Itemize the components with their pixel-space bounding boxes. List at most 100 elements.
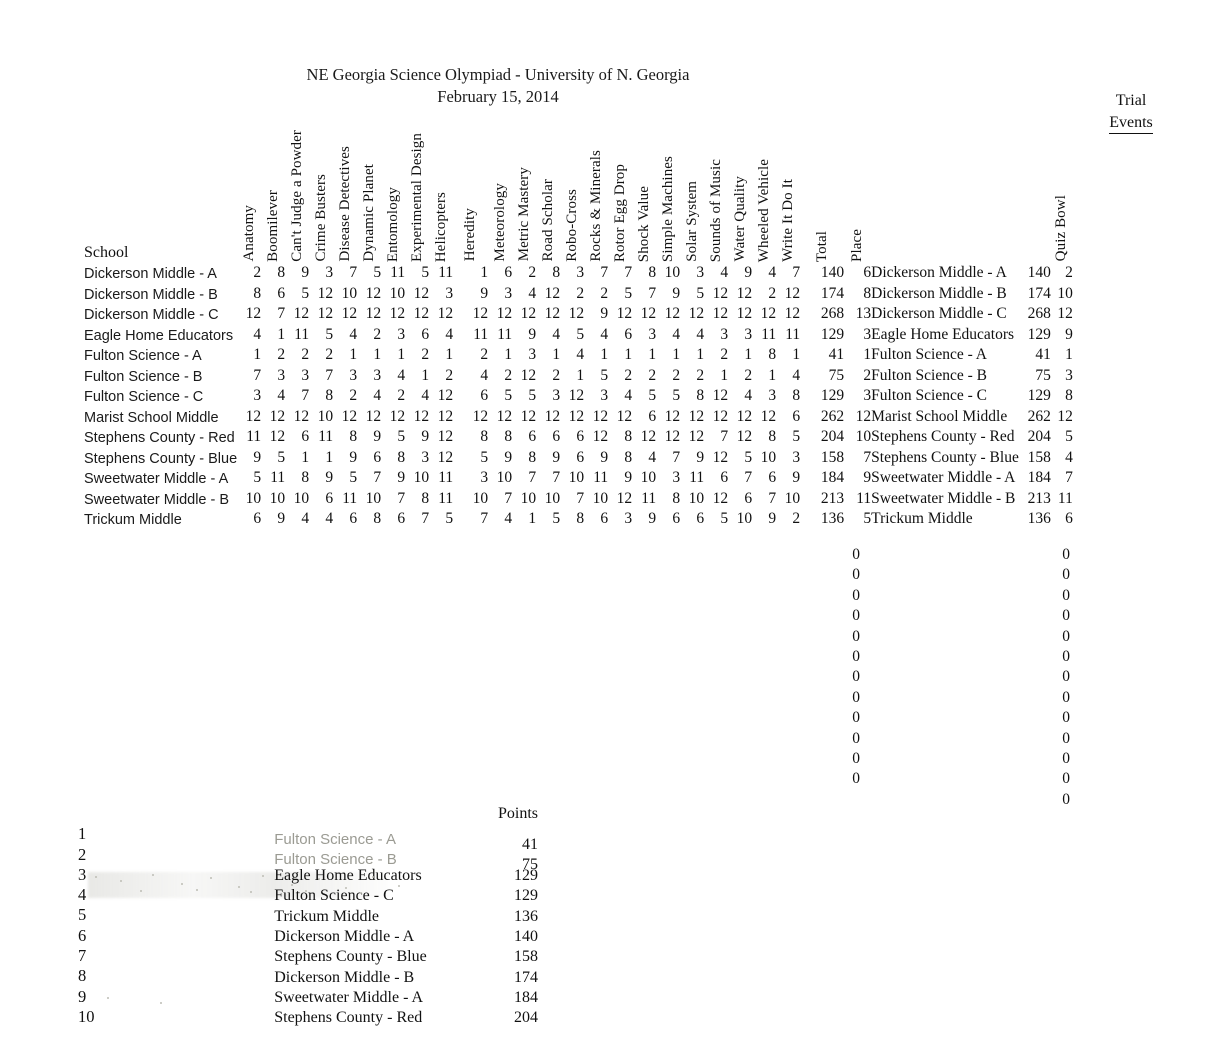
row-quiz-total: 41: [1035, 346, 1051, 364]
column-header-event-label: Rotor Egg Drop: [611, 163, 628, 262]
row-total: 41: [828, 346, 845, 364]
row-place: 2: [863, 366, 872, 384]
row-school-name: Fulton Science - C: [84, 389, 204, 406]
ranking-points: 204: [514, 1009, 538, 1027]
results-table-body: Dickerson Middle - A 2 8 9 3 7 5 11 5 11 1 6 2 8 3 7 7 8 1…: [84, 262, 1073, 528]
row-score-cell: 9: [672, 284, 681, 302]
row-score-cell: 12: [365, 305, 382, 323]
total-zero-cell: 0: [852, 648, 860, 666]
row-score-cell: 4: [696, 325, 705, 343]
scan-speck: [120, 880, 122, 882]
row-score-cell: 8: [301, 469, 310, 487]
row-total: 158: [820, 448, 845, 466]
scan-speck: [95, 876, 97, 878]
row-score-cell: 5: [792, 428, 801, 446]
column-header-event-7: Experimental Design: [405, 130, 429, 262]
row-quiz-place: 11: [1057, 489, 1073, 507]
row-school-name: Sweetwater Middle - A: [84, 471, 229, 488]
row-score-cell: 4: [672, 325, 681, 343]
row-score-cell: 4: [528, 284, 537, 302]
ranking-header-row: Points: [78, 804, 538, 824]
row-score-cell: 11: [438, 489, 454, 507]
total-zero-cell: 0: [852, 709, 860, 727]
row-score-cell: 2: [552, 366, 561, 384]
row-score-cell: 8: [648, 264, 657, 282]
ranking-row: 8 Dickerson Middle - B 174: [78, 966, 538, 986]
row-score-cell: 9: [349, 448, 358, 466]
ranking-school-name: Sweetwater Middle - A: [274, 988, 424, 1006]
column-header-event-label: Experimental Design: [408, 132, 425, 262]
title-line-1: NE Georgia Science Olympiad - University…: [306, 65, 690, 84]
row-score-cell: 7: [253, 366, 262, 384]
row-quiz-place: 5: [1065, 428, 1073, 446]
row-quiz-place: 12: [1057, 305, 1073, 323]
row-place: 5: [863, 510, 872, 528]
row-score-cell: 11: [294, 325, 310, 343]
row-score-cell: 9: [792, 469, 801, 487]
ranking-header-points: Points: [497, 805, 538, 823]
row-score-cell: 3: [648, 325, 657, 343]
row-score-cell: 6: [720, 469, 729, 487]
table-row: Stephens County - Red 11 12 6 11 8 9 5 9 12 8 8 6 6 6 1…: [84, 426, 1073, 446]
column-header-event-label: Crime Busters: [312, 174, 329, 262]
row-score-cell: 11: [270, 469, 286, 487]
row-score-cell: 3: [600, 387, 609, 405]
row-score-cell: 11: [761, 325, 777, 343]
column-header-event-label: Robo-Cross: [563, 189, 580, 262]
row-score-cell: 3: [373, 366, 382, 384]
row-score-cell: 12: [736, 305, 753, 323]
row-quiz-total: 204: [1027, 428, 1051, 446]
row-score-cell: 12: [712, 448, 729, 466]
column-header-event-label: Entomology: [384, 186, 401, 262]
scan-speck: [160, 1002, 162, 1004]
scan-speck: [107, 997, 109, 999]
row-score-cell: 3: [576, 264, 585, 282]
row-score-cell: 12: [293, 407, 310, 425]
row-total: 140: [820, 264, 845, 282]
row-score-cell: 12: [437, 305, 454, 323]
column-header-event-label: Can't Judge a Powder: [288, 130, 305, 262]
ranking-school-name: Fulton Science - B: [274, 850, 397, 868]
table-row: Fulton Science - B 7 3 3 7 3 3 4 1 2 4 2 12 2 1 5 2 2 2 2 1 2…: [84, 364, 1073, 385]
row-total: 268: [820, 305, 845, 323]
row-score-cell: 12: [760, 305, 777, 323]
row-score-cell: 5: [720, 510, 729, 528]
row-score-cell: 12: [784, 284, 801, 302]
scan-speck: [196, 889, 198, 891]
row-score-cell: 3: [421, 448, 430, 466]
ranking-points: 129: [514, 867, 538, 885]
row-score-cell: 3: [349, 366, 358, 384]
row-score-cell: 5: [421, 264, 430, 282]
ranking-rank: 9: [78, 986, 87, 1006]
row-score-cell: 9: [768, 510, 777, 528]
row-score-cell: 11: [785, 325, 801, 343]
row-place: 13: [855, 305, 872, 323]
row-quiz-place: 6: [1065, 510, 1073, 528]
row-score-cell: 8: [768, 346, 777, 364]
ranking-table-head: Points: [78, 804, 538, 824]
row-score-cell: 1: [277, 325, 286, 343]
row-score-cell: 10: [317, 407, 334, 425]
row-score-cell: 12: [317, 305, 334, 323]
row-score-cell: 12: [640, 428, 657, 446]
ranking-rank: 6: [78, 925, 87, 945]
row-quiz-place: 2: [1065, 264, 1073, 282]
scan-speck: [360, 892, 362, 894]
row-score-cell: 1: [528, 510, 537, 528]
row-score-cell: 10: [592, 489, 609, 507]
row-score-cell: 6: [648, 407, 657, 425]
column-header-event-label: Solar System: [683, 180, 700, 262]
row-score-cell: 2: [253, 264, 262, 282]
row-total: 213: [820, 489, 845, 507]
row-score-cell: 2: [301, 346, 310, 364]
column-header-place: Place: [849, 228, 866, 262]
ranking-school-name: Trickum Middle: [274, 907, 379, 925]
row-score-cell: 12: [688, 428, 705, 446]
quiz-zero-cell: 0: [1062, 566, 1070, 584]
row-score-cell: 3: [325, 264, 334, 282]
column-header-event-11: Metric Mastery: [512, 130, 536, 261]
scan-speck: [372, 876, 374, 878]
column-header-event-label: Disease Detectives: [336, 146, 353, 262]
ranking-points: 140: [514, 928, 538, 946]
column-header-event-19: Sounds of Music: [704, 130, 728, 262]
